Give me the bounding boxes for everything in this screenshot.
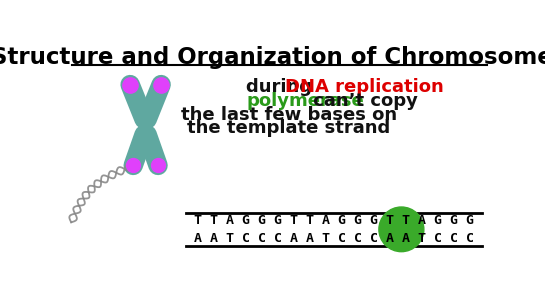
- Circle shape: [379, 207, 424, 252]
- Text: can’t copy: can’t copy: [307, 92, 417, 110]
- Text: the last few bases on: the last few bases on: [181, 106, 397, 124]
- Text: Structure and Organization of Chromosomes: Structure and Organization of Chromosome…: [0, 46, 545, 69]
- Text: during: during: [246, 78, 319, 96]
- Text: T T A G G G T T A G G G T T A G G G: T T A G G G T T A G G G T T A G G G: [194, 214, 474, 227]
- Text: the template strand: the template strand: [187, 119, 391, 138]
- Text: DNA replication: DNA replication: [285, 78, 444, 96]
- Text: polymerase: polymerase: [246, 92, 364, 110]
- Text: A A T C C C A A T C C C A A T C C C: A A T C C C A A T C C C A A T C C C: [194, 232, 474, 245]
